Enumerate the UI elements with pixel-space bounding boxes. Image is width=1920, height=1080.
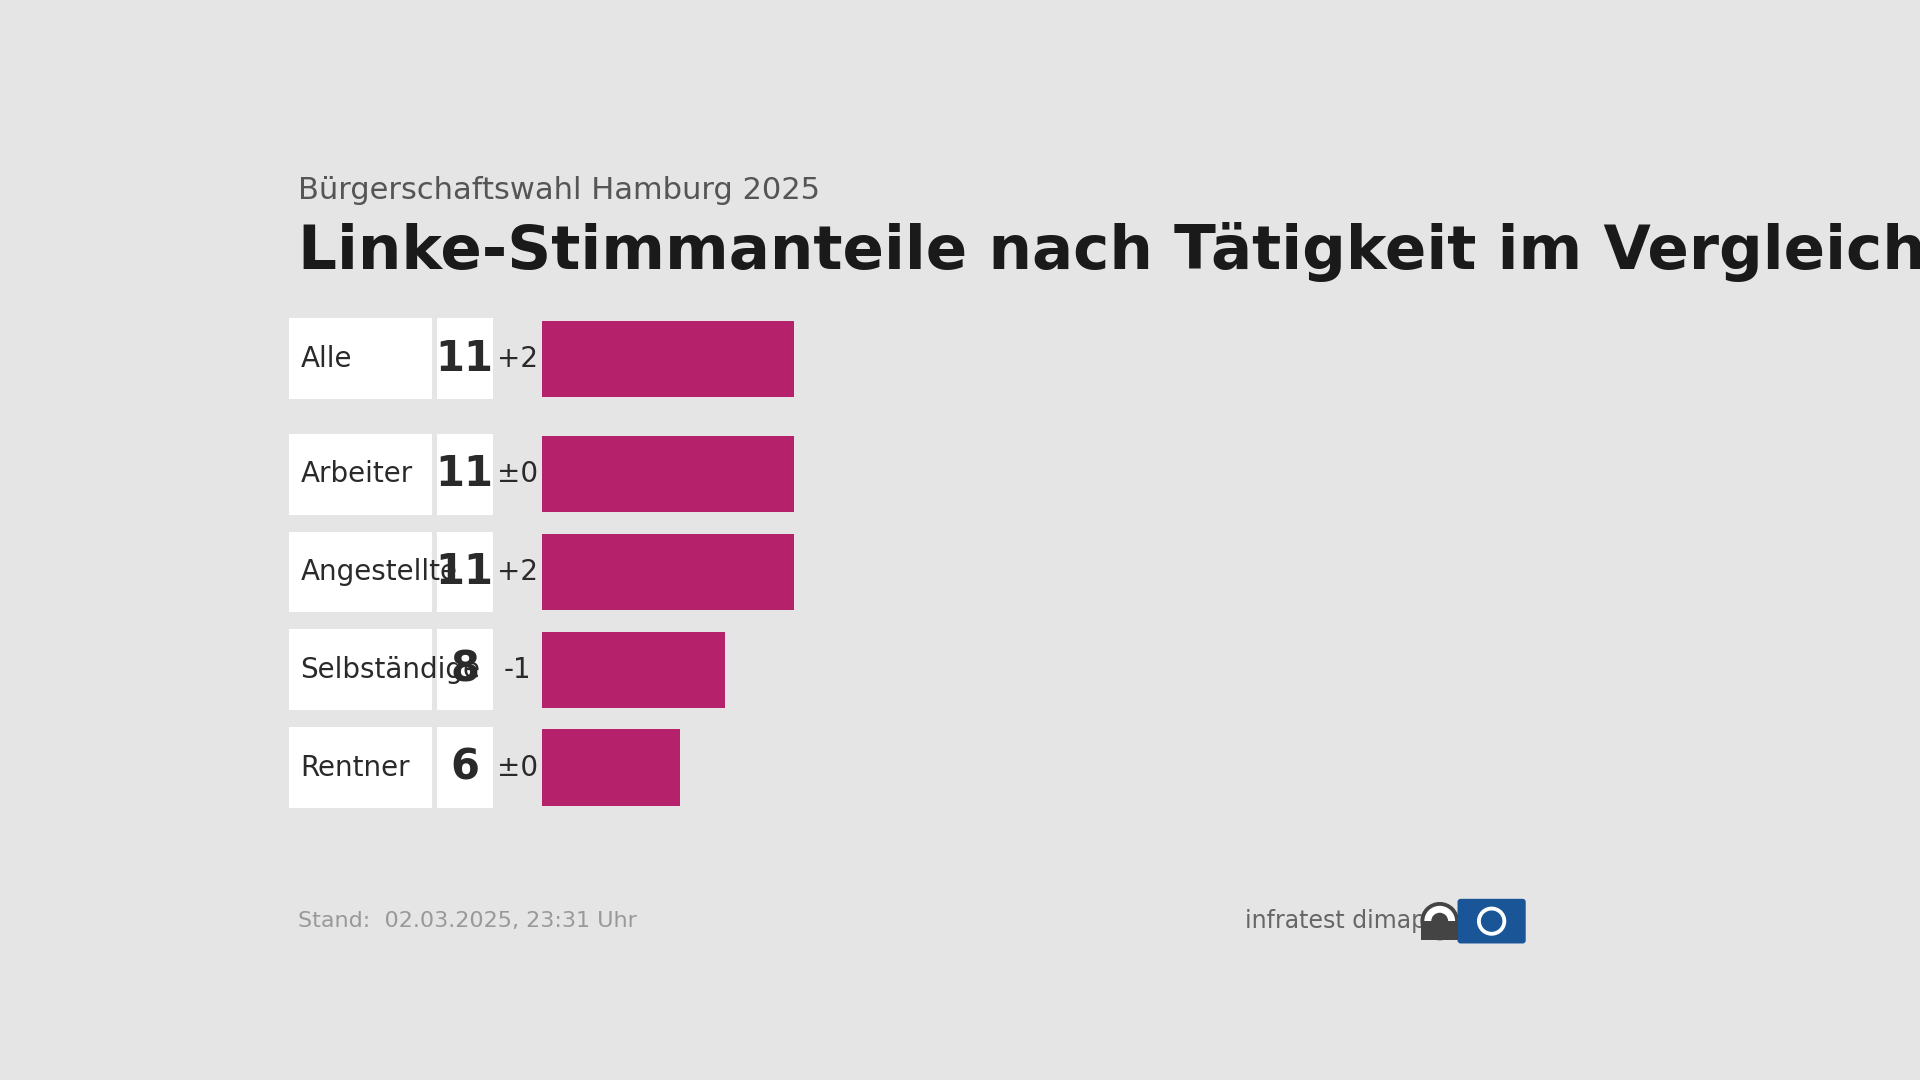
FancyBboxPatch shape	[1457, 899, 1526, 944]
Circle shape	[1421, 903, 1459, 940]
FancyBboxPatch shape	[288, 630, 432, 711]
FancyBboxPatch shape	[541, 321, 795, 396]
FancyBboxPatch shape	[541, 436, 795, 512]
Circle shape	[1482, 912, 1501, 931]
FancyBboxPatch shape	[288, 727, 432, 808]
FancyBboxPatch shape	[541, 729, 680, 806]
Text: Rentner: Rentner	[300, 754, 411, 782]
Text: +2: +2	[497, 558, 538, 586]
Text: Angestellte: Angestellte	[300, 558, 457, 586]
Text: 8: 8	[451, 649, 480, 691]
Text: 6: 6	[451, 746, 480, 788]
FancyBboxPatch shape	[438, 319, 493, 400]
Text: infratest dimap: infratest dimap	[1244, 909, 1427, 933]
Text: Stand:  02.03.2025, 23:31 Uhr: Stand: 02.03.2025, 23:31 Uhr	[298, 912, 637, 931]
Circle shape	[1425, 906, 1455, 935]
Text: -1: -1	[505, 656, 532, 684]
FancyBboxPatch shape	[288, 319, 432, 400]
Text: 11: 11	[436, 338, 493, 380]
Text: ±0: ±0	[497, 754, 538, 782]
Circle shape	[1432, 914, 1448, 929]
FancyBboxPatch shape	[438, 434, 493, 514]
FancyBboxPatch shape	[1421, 921, 1459, 940]
Text: Bürgerschaftswahl Hamburg 2025: Bürgerschaftswahl Hamburg 2025	[298, 176, 820, 205]
Text: Selbständige: Selbständige	[300, 656, 480, 684]
Text: Alle: Alle	[300, 345, 351, 373]
FancyBboxPatch shape	[541, 534, 795, 610]
FancyBboxPatch shape	[288, 434, 432, 514]
FancyBboxPatch shape	[438, 630, 493, 711]
Text: +2: +2	[497, 345, 538, 373]
FancyBboxPatch shape	[438, 727, 493, 808]
FancyBboxPatch shape	[438, 531, 493, 612]
Text: Linke-Stimmanteile nach Tätigkeit im Vergleich zu 2020: Linke-Stimmanteile nach Tätigkeit im Ver…	[298, 222, 1920, 282]
Text: 11: 11	[436, 551, 493, 593]
Text: Arbeiter: Arbeiter	[300, 460, 413, 488]
FancyBboxPatch shape	[288, 531, 432, 612]
Circle shape	[1478, 907, 1505, 935]
Text: ±0: ±0	[497, 460, 538, 488]
FancyBboxPatch shape	[541, 632, 726, 707]
Text: 11: 11	[436, 454, 493, 495]
